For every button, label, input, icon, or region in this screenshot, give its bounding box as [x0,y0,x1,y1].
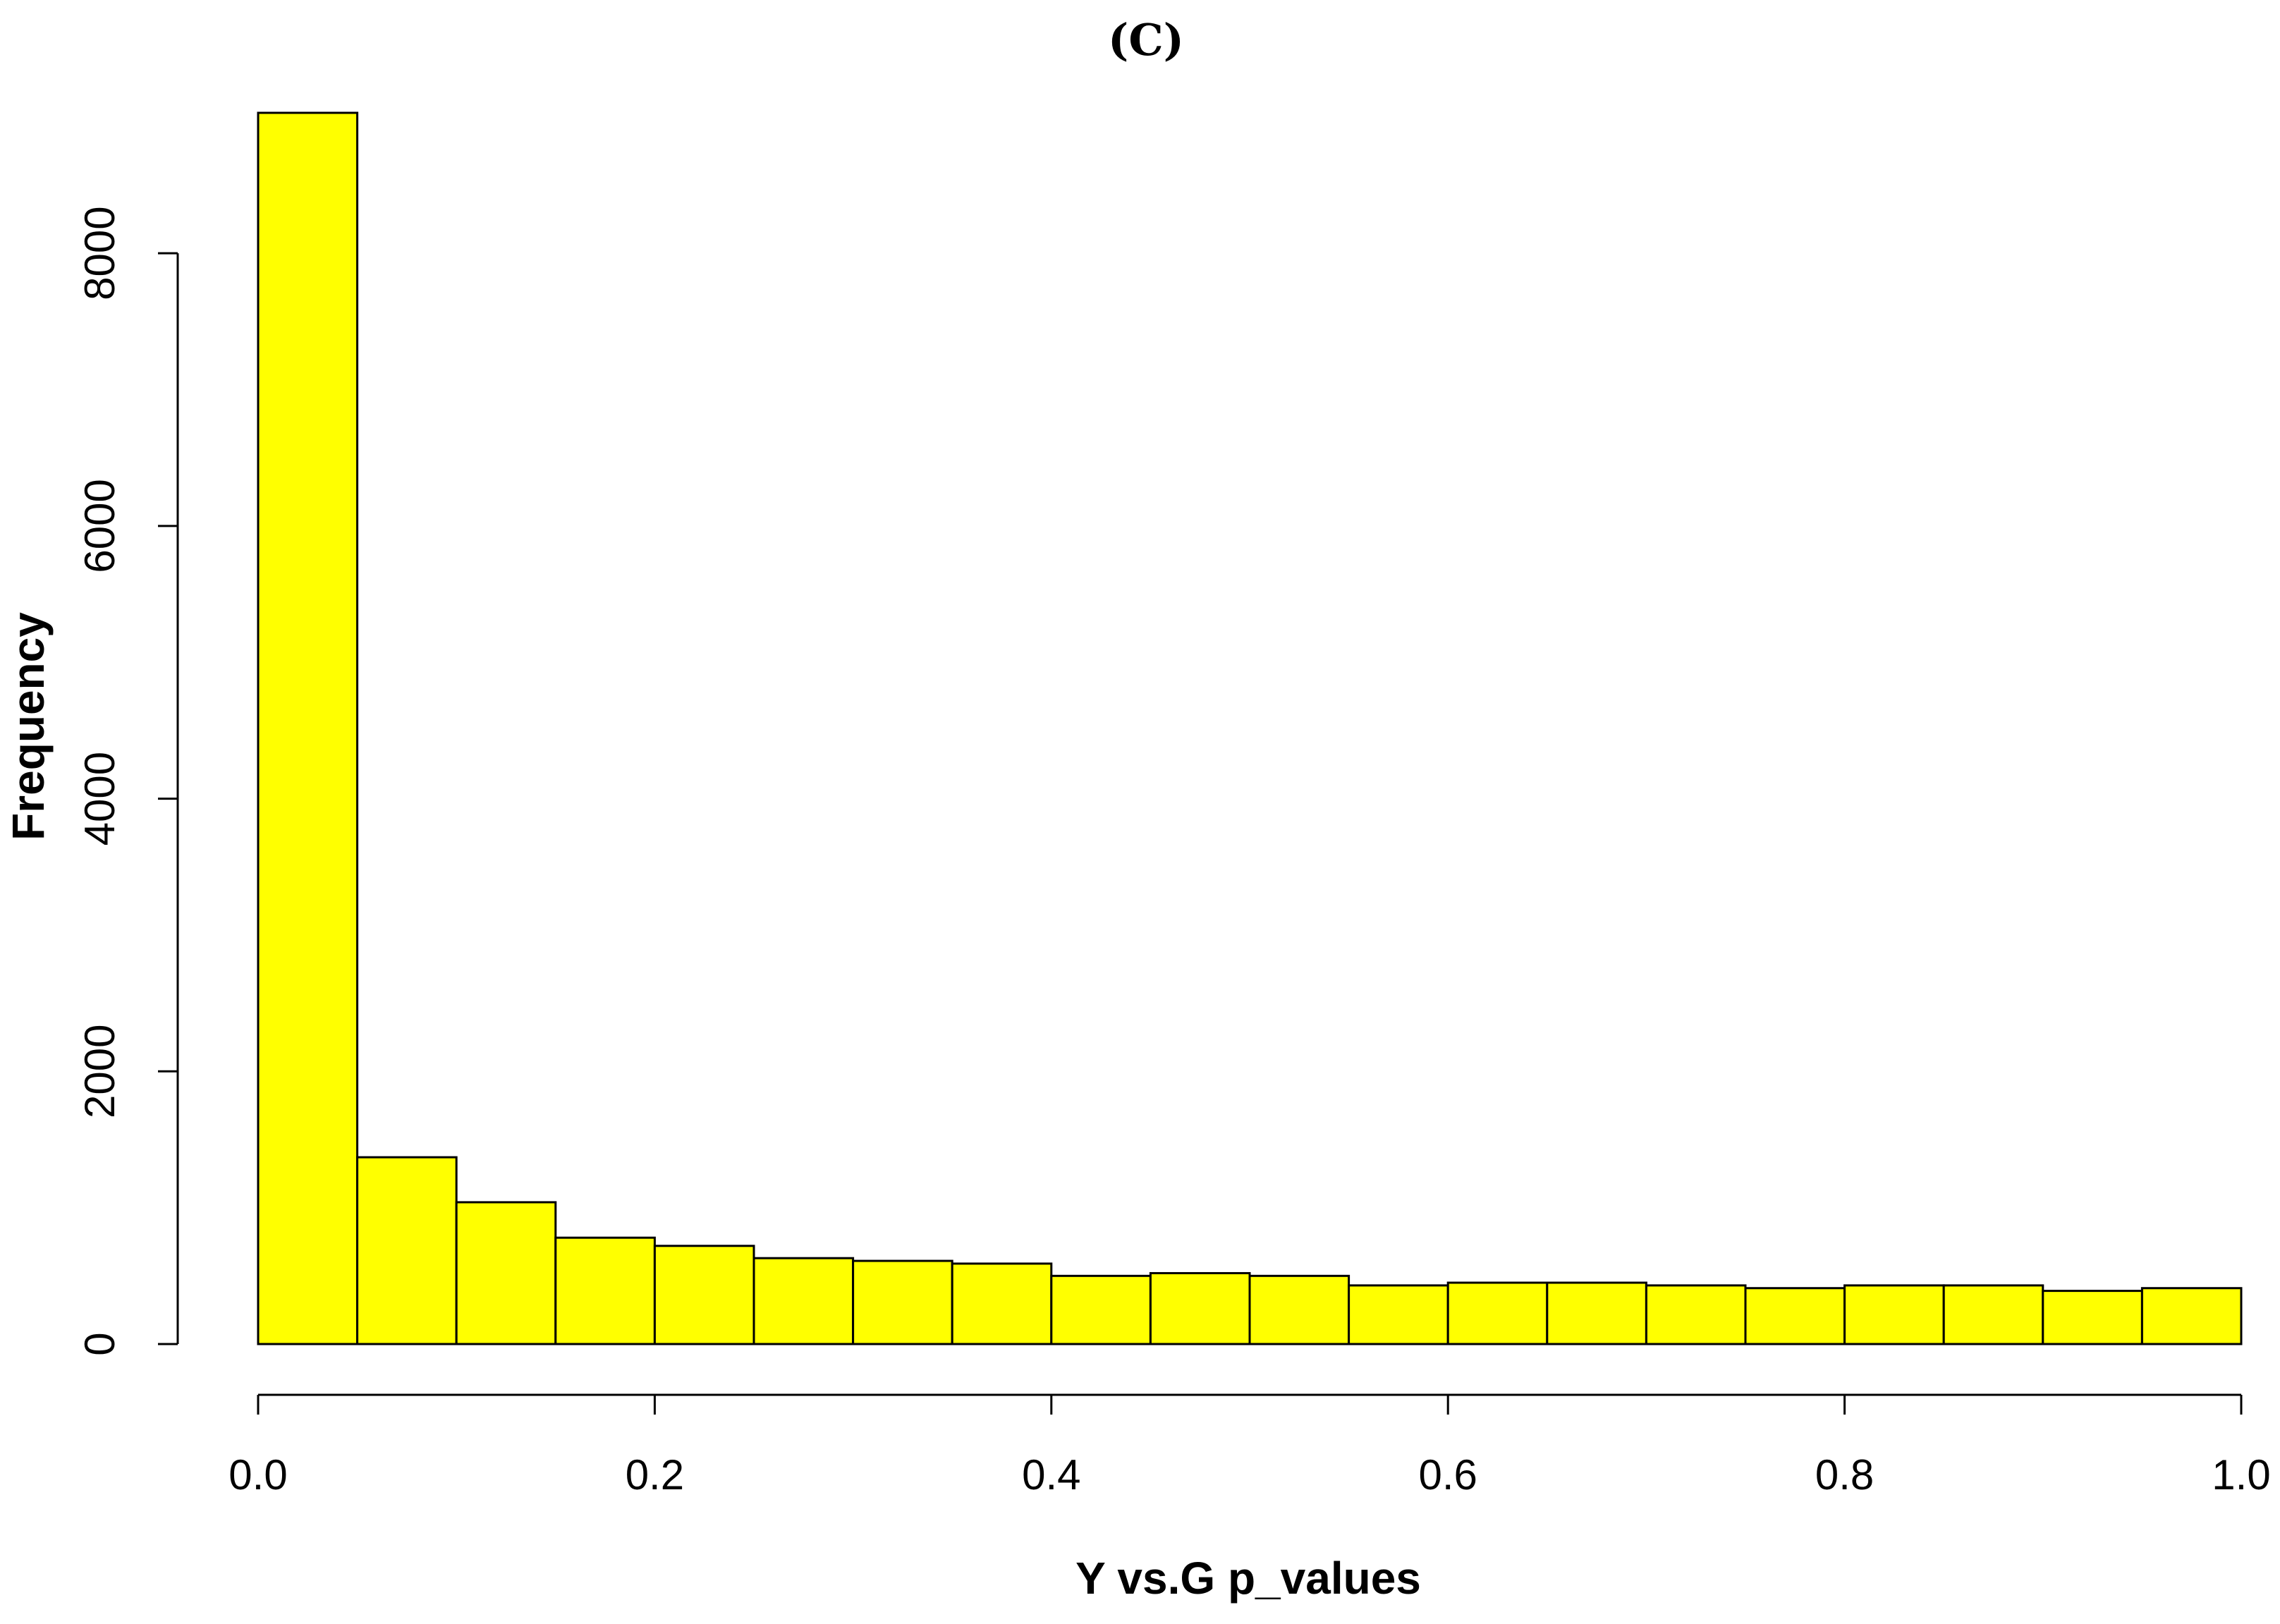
histogram-bars [257,111,2243,1345]
histogram-bar [1446,1281,1549,1345]
y-tick-label: 0 [76,1332,123,1355]
histogram-bar [554,1236,656,1345]
histogram-bar [1942,1284,2044,1345]
chart-title: (C) [1108,14,1184,66]
histogram-bar [951,1262,1053,1345]
histogram-bar [2140,1287,2243,1345]
histogram-bar [1348,1284,1449,1345]
x-axis-title: Y vs.G p_values [1075,1553,1421,1604]
histogram-bar [1843,1284,1945,1345]
x-tick-label: 0.2 [626,1451,684,1498]
y-tick-label: 2000 [76,1025,123,1118]
histogram-bar [1744,1287,1846,1345]
y-axis-title: Frequency [3,612,54,841]
histogram-bar [455,1201,557,1345]
histogram-bar [1248,1274,1351,1345]
histogram-bar [1149,1271,1251,1345]
histogram-bar [1050,1274,1152,1345]
y-tick-label: 8000 [76,206,123,300]
histogram-bar [1546,1281,1647,1345]
histogram-bar [653,1245,755,1345]
x-tick-label: 0.4 [1022,1451,1080,1498]
x-tick-label: 1.0 [2212,1451,2270,1498]
x-axis: 0.0 0.2 0.4 0.6 0.8 1.0 [228,1393,2271,1498]
histogram-bar [1645,1284,1747,1345]
y-tick-label: 4000 [76,752,123,845]
x-tick-label: 0.8 [1815,1451,1874,1498]
histogram-bar [356,1156,458,1345]
histogram-bar [257,111,359,1345]
y-axis: 0 2000 4000 6000 8000 [76,206,179,1356]
histogram-bar [2042,1290,2143,1345]
histogram-bar [852,1259,953,1345]
histogram-bar [752,1257,855,1345]
x-tick-label: 0.6 [1418,1451,1477,1498]
x-tick-label: 0.0 [228,1451,287,1498]
y-tick-label: 6000 [76,479,123,573]
